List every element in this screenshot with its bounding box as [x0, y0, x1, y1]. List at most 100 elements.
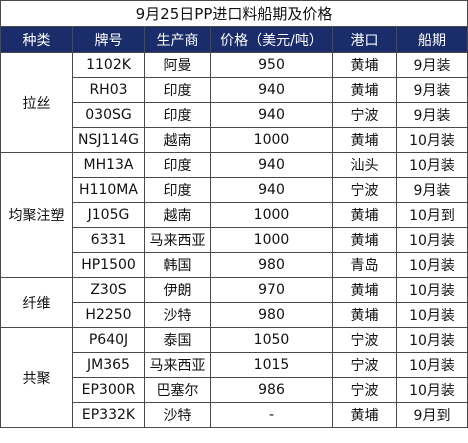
port-cell: 黄埔 [332, 52, 397, 78]
schedule-cell: 9月装 [395, 77, 468, 103]
table-row: J105G 越南 1000 黄埔 10月到 [1, 202, 468, 228]
grade-cell: MH13A [72, 152, 145, 178]
price-cell: 940 [210, 152, 333, 178]
category-cell: 拉丝 [0, 52, 73, 153]
grade-cell: 030SG [72, 102, 145, 128]
schedule-cell: 10月装 [395, 152, 468, 178]
table-row: 共聚 P640J 泰国 1050 宁波 10月装 [0, 327, 468, 428]
port-cell: 黄埔 [332, 202, 397, 228]
price-cell: 940 [210, 177, 333, 203]
schedule-cell: 9月装 [395, 52, 468, 78]
price-cell: 986 [210, 377, 333, 403]
table-row: H110MA 印度 940 宁波 9月装 [1, 177, 468, 203]
schedule-cell: 10月到 [395, 202, 468, 228]
producer-cell: 阿曼 [144, 52, 211, 78]
schedule-cell: 10月装 [395, 127, 468, 153]
schedule-cell: 9月装 [395, 102, 468, 128]
schedule-cell: 10月装 [395, 352, 468, 378]
producer-cell: 巴塞尔 [144, 377, 211, 403]
port-cell: 宁波 [332, 327, 397, 353]
producer-cell: 伊朗 [144, 277, 211, 303]
price-cell: 940 [210, 77, 333, 103]
schedule-cell: 10月装 [395, 327, 468, 353]
table-row: 6331 马来西亚 1000 黄埔 10月装 [1, 227, 468, 253]
table-row: NSJ114G 越南 1000 黄埔 10月装 [1, 127, 468, 153]
schedule-cell: 10月装 [395, 252, 468, 278]
port-cell: 黄埔 [332, 302, 397, 328]
grade-cell: J105G [72, 202, 145, 228]
header-port: 港口 [332, 26, 397, 53]
grade-cell: NSJ114G [72, 127, 145, 153]
grade-cell: 1102K [72, 52, 145, 78]
table-row: 拉丝 1102K 阿曼 950 黄埔 9月装 [0, 52, 468, 153]
schedule-cell: 10月装 [395, 377, 468, 403]
producer-cell: 沙特 [144, 402, 211, 428]
grade-cell: Z30S [72, 277, 145, 303]
header-schedule: 船期 [395, 26, 468, 53]
port-cell: 黄埔 [332, 227, 397, 253]
producer-cell: 泰国 [144, 327, 211, 353]
schedule-cell: 10月装 [395, 302, 468, 328]
producer-cell: 韩国 [144, 252, 211, 278]
port-cell: 黄埔 [332, 277, 397, 303]
producer-cell: 沙特 [144, 302, 211, 328]
producer-cell: 越南 [144, 127, 211, 153]
port-cell: 青岛 [332, 252, 397, 278]
category-cell: 共聚 [0, 327, 73, 428]
grade-cell: P640J [72, 327, 145, 353]
producer-cell: 印度 [144, 177, 211, 203]
header-price: 价格（美元/吨） [210, 26, 333, 53]
price-cell: 950 [210, 52, 333, 78]
price-cell: 1000 [210, 227, 333, 253]
price-cell: 980 [210, 252, 333, 278]
port-cell: 黄埔 [332, 402, 397, 428]
table-row: 均聚注塑 MH13A 印度 940 汕头 10月装 [0, 152, 468, 278]
grade-cell: RH03 [72, 77, 145, 103]
price-cell: 1050 [210, 327, 333, 353]
price-cell: 970 [210, 277, 333, 303]
table-row: EP300R 巴塞尔 986 宁波 10月装 [1, 377, 468, 403]
grade-cell: EP300R [72, 377, 145, 403]
header-category: 种类 [0, 26, 73, 53]
port-cell: 黄埔 [332, 127, 397, 153]
producer-cell: 印度 [144, 102, 211, 128]
schedule-cell: 9月到 [395, 402, 468, 428]
schedule-cell: 10月装 [395, 277, 468, 303]
table-title: 9月25日PP进口料船期及价格 [0, 0, 468, 27]
grade-cell: 6331 [72, 227, 145, 253]
pp-import-price-table: 9月25日PP进口料船期及价格 种类 牌号 生产商 价格（美元/吨） 港口 船期… [0, 0, 468, 428]
producer-cell: 印度 [144, 77, 211, 103]
producer-cell: 越南 [144, 202, 211, 228]
schedule-cell: 10月装 [395, 227, 468, 253]
table-row: RH03 印度 940 黄埔 9月装 [1, 77, 468, 103]
port-cell: 宁波 [332, 377, 397, 403]
price-cell: 940 [210, 102, 333, 128]
header-row: 种类 牌号 生产商 价格（美元/吨） 港口 船期 [0, 26, 468, 53]
category-cell: 均聚注塑 [0, 152, 73, 278]
port-cell: 宁波 [332, 177, 397, 203]
schedule-cell: 9月装 [395, 177, 468, 203]
grade-cell: EP332K [72, 402, 145, 428]
header-producer: 生产商 [144, 26, 211, 53]
port-cell: 宁波 [332, 102, 397, 128]
grade-cell: H2250 [72, 302, 145, 328]
producer-cell: 马来西亚 [144, 352, 211, 378]
price-cell: - [210, 402, 333, 428]
table-row: EP332K 沙特 - 黄埔 9月到 [1, 402, 468, 428]
producer-cell: 马来西亚 [144, 227, 211, 253]
price-cell: 1000 [210, 127, 333, 153]
grade-cell: JM365 [72, 352, 145, 378]
grade-cell: HP1500 [72, 252, 145, 278]
price-cell: 1015 [210, 352, 333, 378]
producer-cell: 印度 [144, 152, 211, 178]
grade-cell: H110MA [72, 177, 145, 203]
category-cell: 纤维 [0, 277, 73, 328]
header-grade: 牌号 [72, 26, 145, 53]
port-cell: 黄埔 [332, 77, 397, 103]
table-row: 纤维 Z30S 伊朗 970 黄埔 10月装 [0, 277, 468, 328]
table-row: JM365 马来西亚 1015 宁波 10月装 [1, 352, 468, 378]
port-cell: 宁波 [332, 352, 397, 378]
port-cell: 汕头 [332, 152, 397, 178]
table-row: 030SG 印度 940 宁波 9月装 [1, 102, 468, 128]
